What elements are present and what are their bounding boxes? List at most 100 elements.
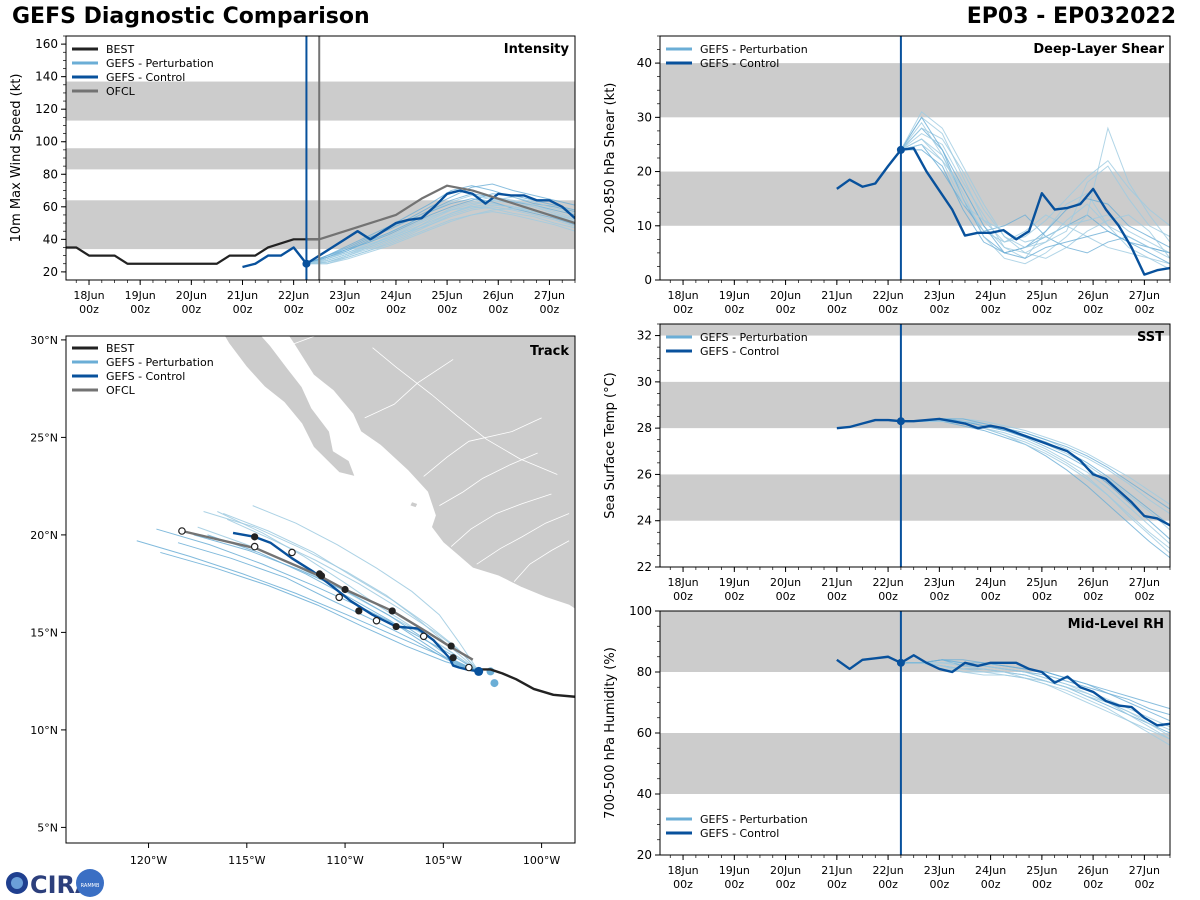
intensity-xtick-label: 19Jun xyxy=(125,289,156,302)
rh-xtick-label: 21Jun xyxy=(821,864,852,877)
sst-xtick-label: 00z xyxy=(1134,590,1154,603)
shear-perturbation-line xyxy=(900,116,1170,265)
sst-xtick-label: 00z xyxy=(1032,590,1052,603)
intensity-ofcl-line xyxy=(306,184,575,241)
track-ofcl-open-point xyxy=(250,542,259,551)
track-xtick-label: 110°W xyxy=(326,854,363,867)
sst-legend-label: GEFS - Control xyxy=(700,345,779,358)
intensity-xtick-label: 21Jun xyxy=(227,289,258,302)
rh-ylabel: 700-500 hPa Humidity (%) xyxy=(603,647,618,819)
shear-xtick-label: 00z xyxy=(827,303,847,316)
rh-xtick-label: 24Jun xyxy=(975,864,1006,877)
sst-xtick-label: 00z xyxy=(673,590,693,603)
track-perturbation-line xyxy=(226,518,480,672)
track-ytick-label: 10°N xyxy=(30,724,58,737)
track-perturbation-start xyxy=(490,679,499,688)
track-ofcl-open-point xyxy=(335,593,343,602)
sst-xtick-label: 00z xyxy=(981,590,1001,603)
track-legend-label: GEFS - Control xyxy=(106,370,185,383)
track-ytick-label: 20°N xyxy=(30,529,58,542)
intensity-ytick-label: 100 xyxy=(35,135,58,149)
track-ofcl-point xyxy=(447,642,455,650)
track-perturbation-line xyxy=(252,505,480,672)
shear-xtick-label: 18Jun xyxy=(667,289,698,302)
track-ytick-label: 5°N xyxy=(37,821,58,834)
shear-xtick-label: 00z xyxy=(878,303,898,316)
rh-xtick-label: 00z xyxy=(673,878,693,891)
intensity-xtick-label: 18Jun xyxy=(73,289,104,302)
sst-xtick-label: 27Jun xyxy=(1129,576,1160,589)
intensity-xtick-label: 25Jun xyxy=(432,289,463,302)
intensity-xtick-label: 00z xyxy=(79,303,99,316)
shear-xtick-label: 24Jun xyxy=(975,289,1006,302)
intensity-xtick-label: 23Jun xyxy=(329,289,360,302)
intensity-ytick-label: 140 xyxy=(35,70,58,84)
track-ofcl-open-point xyxy=(288,548,296,557)
rh-xtick-label: 00z xyxy=(776,878,796,891)
shear-xtick-label: 23Jun xyxy=(924,289,955,302)
shear-gefs-control-line xyxy=(836,147,1170,276)
shear-band-1 xyxy=(660,63,1170,118)
sst-ylabel: Sea Surface Temp (°C) xyxy=(603,372,618,519)
sst-xtick-label: 26Jun xyxy=(1078,576,1109,589)
sst-frame xyxy=(659,323,1171,568)
rh-perturbation-line xyxy=(900,662,1170,737)
shear-xtick-label: 25Jun xyxy=(1026,289,1057,302)
rh-perturbation-line xyxy=(900,662,1170,746)
shear-xtick-label: 20Jun xyxy=(770,289,801,302)
track-control-point xyxy=(355,607,363,615)
rh-panel: 2040608010018Jun00z19Jun00z20Jun00z21Jun… xyxy=(603,604,1171,891)
rh-band-1 xyxy=(660,611,1170,672)
intensity-ytick-label: 120 xyxy=(35,102,58,116)
sst-xtick-label: 21Jun xyxy=(821,576,852,589)
shear-xtick-label: 00z xyxy=(724,303,744,316)
state-border xyxy=(439,452,538,506)
intensity-xtick-label: 27Jun xyxy=(534,289,565,302)
intensity-perturbation-line xyxy=(306,207,575,265)
track-ytick-label: 15°N xyxy=(30,626,58,639)
track-ofcl-open-point xyxy=(419,632,428,641)
rh-xtick-label: 26Jun xyxy=(1078,864,1109,877)
intensity-band-2 xyxy=(66,81,575,121)
rh-ytick-label: 80 xyxy=(637,665,652,679)
shear-ytick-label: 30 xyxy=(637,110,652,124)
shear-ytick-label: 40 xyxy=(637,56,652,70)
rh-ytick-label: 20 xyxy=(637,848,652,862)
track-perturbation-line xyxy=(207,534,479,672)
intensity-xtick-label: 00z xyxy=(130,303,150,316)
rh-xtick-label: 27Jun xyxy=(1129,864,1160,877)
intensity-legend-label: GEFS - Perturbation xyxy=(106,57,214,70)
rh-legend-label: GEFS - Perturbation xyxy=(700,813,808,826)
track-title: Track xyxy=(530,344,569,359)
rh-xtick-label: 00z xyxy=(1032,878,1052,891)
intensity-band-1 xyxy=(66,148,575,170)
shear-perturbation-line xyxy=(900,138,1170,243)
sst-xtick-label: 24Jun xyxy=(975,576,1006,589)
intensity-best-line xyxy=(66,238,320,265)
track-ytick-label: 30°N xyxy=(30,334,58,347)
intensity-xtick-label: 00z xyxy=(284,303,304,316)
intensity-plot-area xyxy=(66,183,575,269)
rh-plot-area xyxy=(836,654,1170,746)
track-control-start xyxy=(474,666,484,676)
land-polygon xyxy=(409,501,419,509)
intensity-ytick-label: 80 xyxy=(43,167,58,181)
sst-xtick-label: 00z xyxy=(724,590,744,603)
rh-xtick-label: 25Jun xyxy=(1026,864,1057,877)
sst-xtick-label: 25Jun xyxy=(1026,576,1057,589)
shear-xtick-label: 00z xyxy=(673,303,693,316)
sst-xtick-label: 18Jun xyxy=(667,576,698,589)
sst-xtick-label: 00z xyxy=(827,590,847,603)
shear-band-0 xyxy=(660,171,1170,226)
track-plot-area xyxy=(136,336,575,698)
intensity-ytick-label: 40 xyxy=(43,232,58,246)
sst-xtick-label: 23Jun xyxy=(924,576,955,589)
sst-gefs-control-line xyxy=(836,417,1170,527)
track-legend-label: OFCL xyxy=(106,384,136,397)
rh-ytick-label: 40 xyxy=(637,787,652,801)
intensity-xtick-label: 22Jun xyxy=(278,289,309,302)
intensity-legend-label: BEST xyxy=(106,43,134,56)
sst-legend-label: GEFS - Perturbation xyxy=(700,331,808,344)
rh-xtick-label: 00z xyxy=(1083,878,1103,891)
